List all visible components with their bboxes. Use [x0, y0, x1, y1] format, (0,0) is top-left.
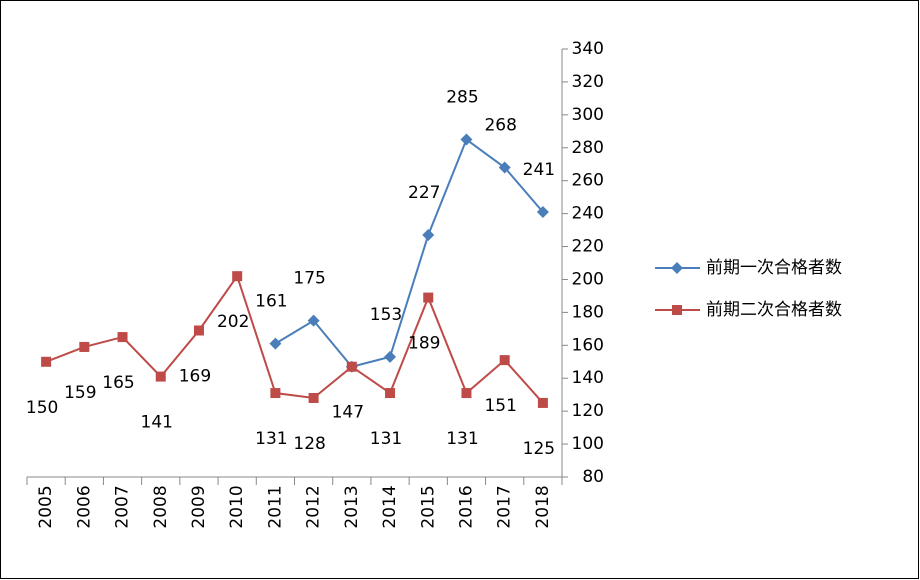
- data-point: [270, 388, 281, 399]
- data-point: [346, 361, 357, 372]
- data-label: 159: [64, 383, 96, 403]
- legend-label: 前期一次合格者数: [706, 258, 842, 278]
- x-tick-label: 2015: [418, 485, 438, 528]
- y-tick-label: 220: [572, 237, 604, 257]
- data-point: [384, 350, 397, 363]
- x-tick-label: 2018: [533, 485, 553, 528]
- x-tick-label: 2012: [304, 485, 324, 528]
- y-tick-label: 280: [572, 138, 604, 158]
- data-label: 268: [484, 116, 516, 136]
- y-tick-label: 240: [572, 204, 604, 224]
- x-tick-label: 2010: [227, 485, 247, 528]
- data-label: 131: [370, 429, 402, 449]
- data-point: [537, 397, 548, 408]
- data-point: [499, 355, 510, 366]
- legend-label: 前期二次合格者数: [706, 300, 842, 320]
- y-tick-label: 300: [572, 105, 604, 125]
- data-label: 131: [255, 429, 287, 449]
- series-line: [274, 137, 544, 368]
- x-tick-label: 2009: [189, 485, 209, 528]
- data-label: 150: [26, 398, 58, 418]
- data-label: 161: [255, 292, 287, 312]
- data-point: [461, 388, 472, 399]
- data-label: 151: [484, 396, 516, 416]
- legend-marker: [671, 262, 683, 274]
- data-label: 175: [293, 269, 325, 289]
- data-point: [423, 292, 434, 303]
- y-tick-label: 320: [572, 72, 604, 92]
- data-point: [385, 388, 396, 399]
- x-tick-label: 2013: [342, 485, 362, 528]
- data-point: [498, 161, 511, 174]
- data-point: [308, 392, 319, 403]
- data-point: [155, 371, 166, 382]
- data-point: [193, 325, 204, 336]
- data-label: 165: [102, 373, 134, 393]
- y-tick-label: 200: [572, 269, 604, 289]
- data-point: [79, 341, 90, 352]
- x-tick-label: 2016: [456, 485, 476, 528]
- data-point: [41, 356, 52, 367]
- y-tick-label: 340: [572, 39, 604, 59]
- y-tick-label: 260: [572, 171, 604, 191]
- data-label: 147: [332, 403, 364, 423]
- y-tick-label: 120: [572, 401, 604, 421]
- data-label: 128: [293, 434, 325, 454]
- data-label: 153: [370, 305, 402, 325]
- data-point: [460, 133, 473, 146]
- data-label: 141: [141, 413, 173, 433]
- x-tick-label: 2014: [380, 485, 400, 528]
- x-tick-label: 2011: [265, 485, 285, 528]
- data-point: [422, 229, 435, 242]
- data-label: 285: [446, 88, 478, 108]
- data-label: 189: [408, 334, 440, 354]
- data-label: 169: [179, 366, 211, 386]
- data-label: 227: [408, 183, 440, 203]
- data-point: [307, 314, 320, 327]
- x-tick-label: 2007: [113, 485, 133, 528]
- x-tick-label: 2006: [74, 485, 94, 528]
- y-tick-label: 100: [572, 434, 604, 454]
- data-label: 202: [217, 312, 249, 332]
- x-tick-label: 2005: [36, 485, 56, 528]
- y-tick-label: 140: [572, 368, 604, 388]
- y-tick-label: 160: [572, 335, 604, 355]
- y-tick-label: 180: [572, 302, 604, 322]
- series-line: [45, 273, 544, 404]
- data-point: [232, 271, 243, 282]
- x-tick-label: 2017: [495, 485, 515, 528]
- data-label: 131: [446, 429, 478, 449]
- x-tick-label: 2008: [151, 485, 171, 528]
- data-label: 241: [523, 160, 555, 180]
- data-point: [536, 205, 549, 218]
- legend-marker: [672, 305, 682, 315]
- data-label: 125: [523, 439, 555, 459]
- y-tick-label: 80: [582, 467, 604, 487]
- data-point: [117, 332, 128, 343]
- data-point: [269, 337, 282, 350]
